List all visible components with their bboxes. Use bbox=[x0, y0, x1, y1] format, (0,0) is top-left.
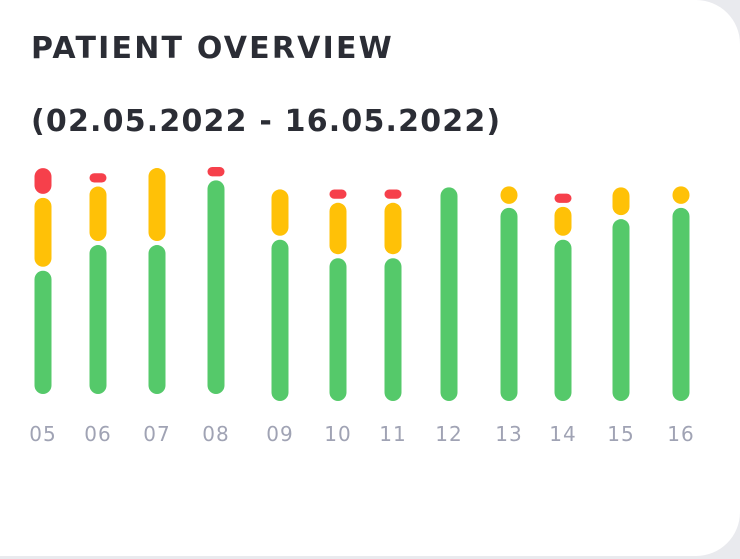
x-axis-tick-labels: 05 06 07 08 09 10 11 12 13 14 15 16 bbox=[29, 422, 694, 446]
x-tick-label-16: 16 bbox=[667, 422, 694, 446]
bar-segment-09-1 bbox=[271, 189, 289, 236]
bar-segment-07-0 bbox=[148, 245, 166, 394]
bar-segment-13-1 bbox=[500, 186, 518, 204]
x-tick-label-15: 15 bbox=[607, 422, 634, 446]
bar-segment-06-2 bbox=[89, 173, 107, 183]
bar-group bbox=[34, 167, 690, 401]
bar-segment-05-0 bbox=[34, 270, 52, 394]
bar-segment-10-1 bbox=[329, 202, 347, 255]
bar-segment-14-1 bbox=[554, 206, 572, 236]
bar-segment-05-1 bbox=[34, 197, 52, 267]
card-title: PATIENT OVERVIEW bbox=[31, 31, 394, 66]
bar-segment-08-2 bbox=[207, 167, 225, 177]
bar-segment-08-0 bbox=[207, 180, 225, 394]
bar-segment-14-2 bbox=[554, 193, 572, 203]
x-tick-label-11: 11 bbox=[379, 422, 406, 446]
x-tick-label-05: 05 bbox=[29, 422, 56, 446]
x-tick-label-10: 10 bbox=[324, 422, 351, 446]
bar-segment-05-2 bbox=[34, 168, 52, 194]
bar-segment-11-2 bbox=[384, 189, 402, 199]
bar-segment-06-1 bbox=[89, 186, 107, 242]
bar-segment-09-0 bbox=[271, 239, 289, 401]
x-tick-label-06: 06 bbox=[84, 422, 111, 446]
x-tick-label-09: 09 bbox=[266, 422, 293, 446]
bar-segment-16-0 bbox=[672, 207, 690, 401]
x-tick-label-08: 08 bbox=[202, 422, 229, 446]
bar-segment-16-1 bbox=[672, 186, 690, 204]
x-tick-label-07: 07 bbox=[143, 422, 170, 446]
bar-segment-10-2 bbox=[329, 189, 347, 199]
bar-segment-15-0 bbox=[612, 219, 630, 401]
x-tick-label-14: 14 bbox=[549, 422, 576, 446]
bar-segment-06-0 bbox=[89, 245, 107, 394]
x-tick-label-12: 12 bbox=[435, 422, 462, 446]
bar-segment-10-0 bbox=[329, 258, 347, 401]
bar-segment-13-0 bbox=[500, 207, 518, 401]
date-range-subtitle: (02.05.2022 - 16.05.2022) bbox=[31, 104, 502, 139]
bar-segment-07-1 bbox=[148, 168, 166, 242]
x-tick-label-13: 13 bbox=[495, 422, 522, 446]
bar-segment-11-0 bbox=[384, 258, 402, 401]
bar-segment-11-1 bbox=[384, 202, 402, 255]
bar-segment-14-0 bbox=[554, 239, 572, 401]
bar-segment-15-1 bbox=[612, 187, 630, 216]
bar-segment-12-0 bbox=[440, 187, 458, 401]
